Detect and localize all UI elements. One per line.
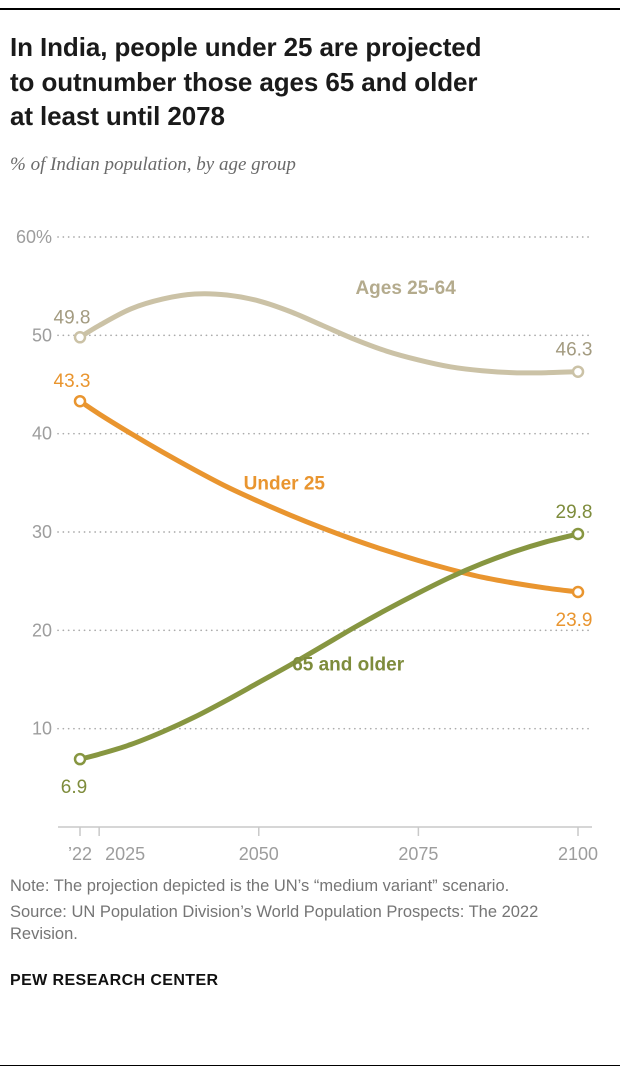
x-axis-label: 2025 [105, 844, 145, 864]
line-chart: 60% 50 40 30 20 10 ’22 2025 2050 2075 2100 49.8 43.3… [16, 227, 598, 864]
series-line-ages-25-64 [77, 290, 581, 376]
bottom-rule [0, 1065, 620, 1066]
value-label-65-and-older: 6.9 [61, 777, 87, 798]
x-axis-label: 2050 [239, 844, 279, 864]
series-line-65-and-older [77, 531, 581, 762]
y-axis-label: 40 [32, 423, 52, 443]
endpoint-marker-ages-25-64 [571, 365, 585, 378]
value-label-under-25: 43.3 [54, 371, 91, 392]
endpoint-marker-under-25 [73, 394, 87, 408]
series-line-under-25 [77, 398, 581, 595]
y-axis-label: 10 [32, 718, 52, 738]
y-axis-label: 60% [16, 227, 52, 247]
endpoint-marker-under-25 [571, 585, 585, 598]
title-line-3: at least until 2078 [10, 101, 225, 132]
chart-notes: Note: The projection depicted is the UN’… [10, 876, 608, 946]
value-label-under-25: 23.9 [556, 610, 593, 631]
x-axis-label: ’22 [68, 844, 92, 864]
value-label-65-and-older: 29.8 [556, 502, 593, 523]
value-label-ages-25-64: 49.8 [54, 307, 91, 328]
value-label-ages-25-64: 46.3 [556, 339, 593, 360]
pew-research-center-wordmark: PEW RESEARCH CENTER [10, 971, 219, 989]
chart-subtitle: % of Indian population, by age group [10, 153, 296, 175]
title-line-1: In India, people under 25 are projected [10, 32, 482, 62]
endpoint-marker-ages-25-64 [73, 330, 87, 344]
series-label-65-and-older: 65 and older [292, 654, 405, 675]
y-axis-label: 20 [32, 620, 52, 640]
note-text: Note: The projection depicted is the UN’… [10, 876, 510, 895]
endpoint-marker-65-and-older [73, 752, 87, 766]
y-axis-label: 50 [32, 325, 52, 345]
source-text: Source: UN Population Division’s World P… [10, 902, 539, 943]
x-axis-label: 2075 [398, 844, 438, 864]
endpoint-marker-65-and-older [571, 527, 585, 540]
page-title: In India, people under 25 are projected … [10, 30, 608, 134]
title-line-2: to outnumber those ages 65 and older [10, 66, 478, 97]
y-axis-label: 30 [32, 522, 52, 542]
series-label-under-25: Under 25 [244, 473, 326, 494]
top-rule [0, 8, 620, 10]
x-axis-label: 2100 [558, 844, 598, 864]
series-label-ages-25-64: Ages 25-64 [355, 278, 456, 299]
